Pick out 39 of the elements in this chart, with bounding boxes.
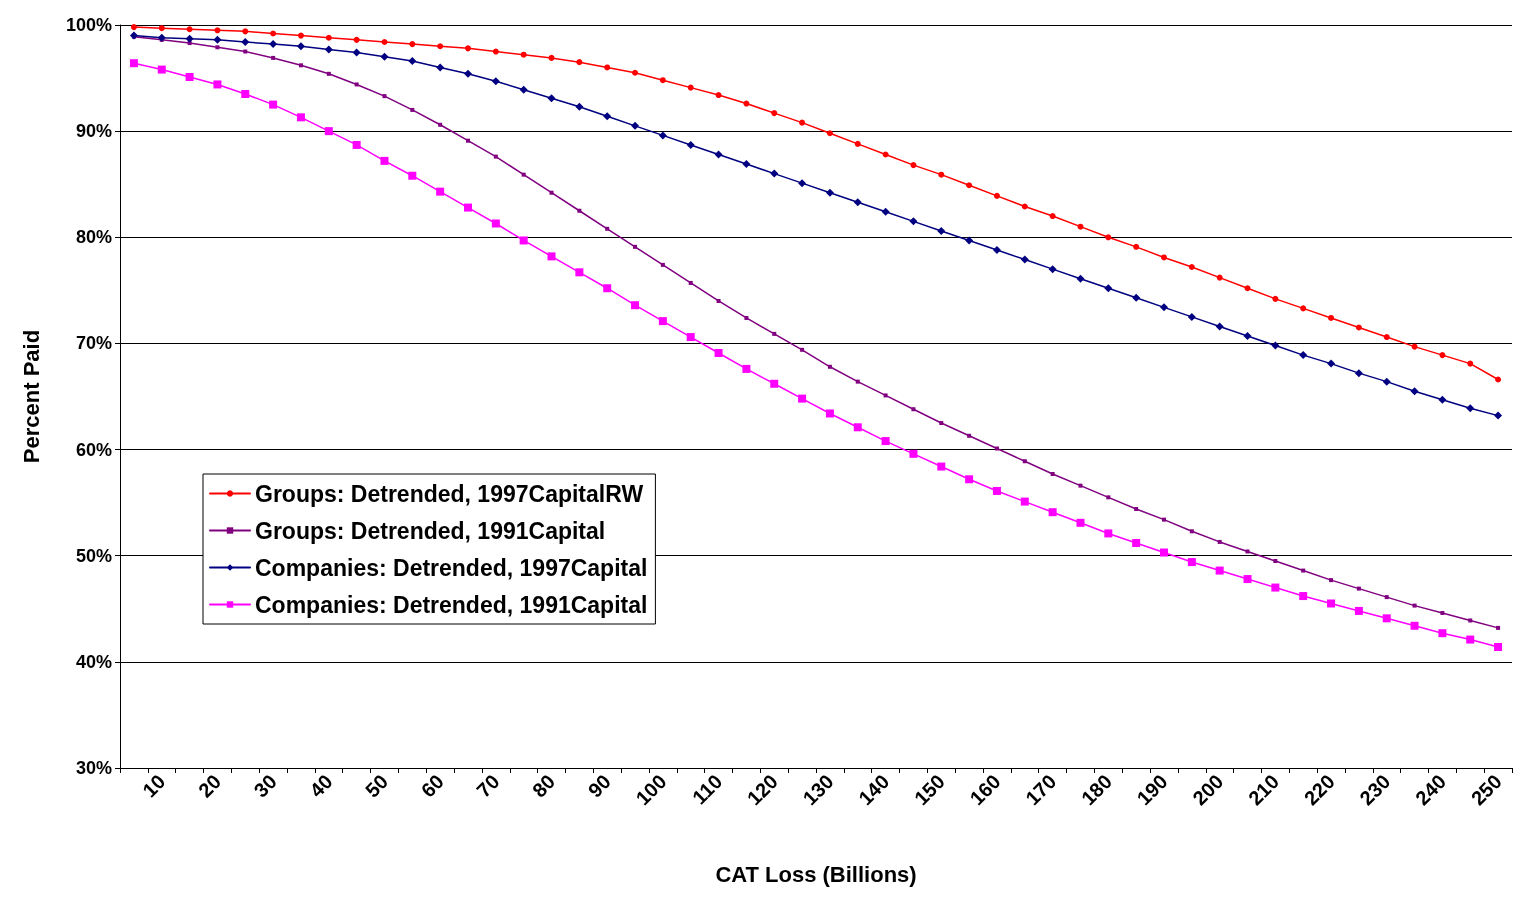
y-tick-label: 30% (75, 758, 112, 778)
y-tick-label: 40% (75, 651, 112, 672)
x-tick-label: 120 (742, 770, 783, 810)
x-tick-label: 100 (631, 770, 671, 810)
x-tick-label: 50 (360, 770, 393, 802)
legend-label: Companies: Detrended, 1991Capital (255, 591, 648, 618)
y-tick-label: 90% (75, 121, 112, 142)
x-tick-label: 90 (583, 770, 615, 802)
x-tick-label: 60 (416, 770, 448, 802)
y-tick-label: 70% (75, 333, 112, 354)
x-tick-label: 250 (1466, 770, 1506, 810)
x-tick-label: 70 (472, 770, 504, 802)
legend-label: Groups: Detrended, 1991Capital (255, 517, 606, 544)
x-tick-label: 240 (1411, 770, 1451, 810)
x-tick-label: 190 (1132, 770, 1172, 810)
x-tick-label: 200 (1188, 770, 1228, 810)
x-tick-label: 30 (249, 770, 281, 802)
x-tick-label: 10 (138, 770, 170, 802)
x-tick-label: 230 (1355, 770, 1395, 810)
x-tick-label: 40 (305, 770, 337, 802)
y-axis-title: Percent Paid (18, 329, 44, 464)
x-axis-title: CAT Loss (Billions) (715, 861, 917, 887)
x-tick-label: 110 (687, 770, 727, 809)
y-tick-label: 60% (75, 439, 112, 460)
x-tick-label: 80 (528, 770, 560, 802)
y-tick-label: 80% (75, 227, 112, 248)
y-tick-label: 100% (65, 15, 112, 35)
legend-label: Groups: Detrended, 1997CapitalRW (255, 480, 644, 507)
x-tick-label: 150 (909, 770, 950, 810)
legend-label: Companies: Detrended, 1997Capital (255, 554, 648, 581)
x-tick-label: 220 (1299, 770, 1339, 810)
x-tick-label: 170 (1021, 770, 1061, 810)
x-tick-label: 180 (1076, 770, 1117, 810)
x-tick-label: 160 (965, 770, 1005, 810)
x-tick-label: 130 (798, 770, 838, 810)
x-tick-label: 140 (854, 770, 894, 810)
y-tick-label: 50% (75, 545, 112, 566)
x-tick-label: 20 (193, 770, 226, 802)
x-tick-label: 210 (1244, 770, 1284, 810)
